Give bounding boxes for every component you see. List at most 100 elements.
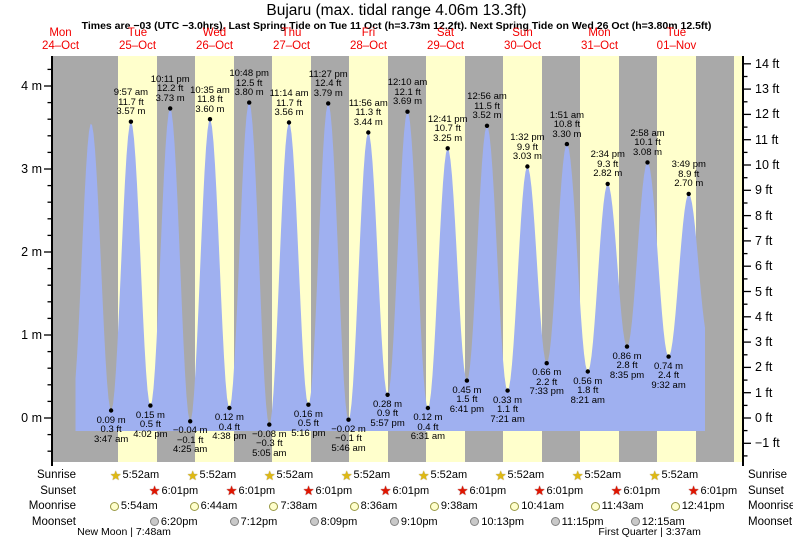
right-axis-tick-label: 10 ft: [755, 158, 780, 172]
moonset-circle-icon: [470, 517, 480, 526]
sunrise-item: ★ 5:52am: [495, 468, 544, 482]
tide-point-dot: [306, 402, 311, 407]
moonset-item: 10:13pm: [470, 515, 524, 529]
moon-phase-label: New Moon | 7:48am: [77, 526, 171, 538]
moonrise-item: 6:44am: [189, 499, 237, 513]
day-date: 27–Oct: [272, 39, 311, 52]
right-axis-tick-label: 0 ft: [755, 411, 773, 425]
sunset-item: ★ 6:01pm: [688, 484, 737, 498]
moonset-time: 10:13pm: [481, 515, 525, 528]
moonrise-circle-icon: [269, 501, 279, 511]
moonset-time: 12:15am: [641, 515, 685, 528]
tide-point-dot: [346, 417, 351, 422]
tide-point-dot: [366, 130, 371, 135]
moonset-time: 7:12pm: [240, 515, 278, 528]
left-axis-tick-label: 1 m: [21, 328, 42, 342]
tide-point-dot: [564, 141, 570, 147]
day-label: Sat 29–Oct: [407, 27, 484, 52]
low-tide-label: 0.74 m 2.4 ft 9:32 am: [651, 360, 686, 391]
day-date: 26–Oct: [195, 39, 234, 52]
sunrise-star-icon: ★: [263, 467, 276, 483]
astro-row-label-sunset: Sunset: [748, 484, 784, 497]
low-tide-label: −0.04 m −0.1 ft 4:25 am: [172, 425, 208, 456]
sunset-time: 6:01pm: [546, 484, 584, 497]
sunrise-star-icon: ★: [186, 467, 199, 483]
low-tide-label: 0.86 m 2.8 ft 8:35 pm: [609, 350, 645, 381]
moonrise-item: 12:41pm: [670, 499, 725, 513]
astro-row-label-moonset: Moonset: [31, 515, 76, 528]
low-tide-label: 0.16 m 0.5 ft 5:16 pm: [291, 408, 326, 439]
sunrise-item: ★ 5:52am: [649, 468, 698, 482]
right-axis-tick-label: 2 ft: [755, 360, 773, 375]
high-tide-label: 2:58 am 10.1 ft 3.08 m: [630, 127, 665, 158]
tide-point-dot: [128, 119, 134, 124]
high-tide-label: 3:49 pm 8.9 ft 2.70 m: [671, 159, 706, 190]
moonrise-time: 9:38am: [440, 500, 478, 512]
sunrise-star-icon: ★: [340, 467, 353, 483]
low-tide-label: −0.02 m −0.1 ft 5:46 am: [331, 423, 366, 454]
moonset-circle-icon: [389, 517, 399, 526]
astro-row-label-sunrise: Sunrise: [37, 469, 76, 481]
sunset-time: 6:01pm: [469, 484, 507, 497]
moonrise-time: 8:36am: [360, 500, 398, 512]
low-tide-label: 0.09 m 0.3 ft 3:47 am: [93, 414, 129, 445]
sunrise-time: 5:52am: [661, 469, 699, 481]
moonrise-circle-icon: [189, 501, 199, 511]
sunrise-star-icon: ★: [417, 467, 430, 483]
low-tide-label: 0.56 m 1.8 ft 8:21 am: [570, 375, 605, 406]
astro-row-label-moonrise: Moonrise: [28, 500, 76, 512]
high-tide-label: 11:27 pm 12.4 ft 3.79 m: [308, 68, 348, 99]
moonset-time: 8:09pm: [320, 515, 358, 528]
day-name: Sun: [512, 27, 533, 39]
sunset-time: 6:01pm: [700, 484, 738, 497]
right-axis-tick-label: 13 ft: [755, 82, 780, 97]
day-date: 24–Oct: [41, 39, 80, 52]
day-date: 01–Nov: [656, 39, 697, 52]
day-name: Tue: [666, 27, 687, 39]
sunset-star-icon: ★: [225, 483, 238, 498]
moonrise-item: 11:43am: [590, 499, 644, 513]
sunset-time: 6:01pm: [392, 484, 430, 497]
moonset-time: 11:15pm: [561, 515, 604, 528]
tide-point-dot: [666, 354, 671, 359]
tide-point-dot: [585, 369, 590, 374]
sunset-item: ★ 6:01pm: [457, 484, 506, 498]
right-axis-tick-label: −1 ft: [755, 436, 780, 451]
moon-phase-label: First Quarter | 3:37am: [598, 526, 701, 538]
sunrise-item: ★ 5:52am: [187, 468, 236, 482]
low-tide-label: 0.12 m 0.4 ft 6:31 am: [410, 412, 446, 443]
astro-row-label-sunrise: Sunrise: [748, 469, 787, 481]
moonrise-circle-icon: [109, 501, 119, 511]
day-label: Wed 26–Oct: [176, 27, 253, 52]
moonrise-item: 5:54am: [109, 499, 158, 513]
low-tide-label: 0.15 m 0.5 ft 4:02 pm: [133, 409, 168, 440]
left-axis-tick-label: 4 m: [21, 79, 42, 93]
day-label: Thu 27–Oct: [253, 27, 330, 52]
astro-row-label-moonset: Moonset: [748, 515, 793, 528]
sunrise-item: ★ 5:52am: [341, 468, 390, 482]
moonset-circle-icon: [550, 517, 560, 526]
low-tide-label: 0.66 m 2.2 ft 7:33 pm: [529, 367, 564, 398]
sunset-item: ★ 6:01pm: [534, 484, 583, 498]
tide-point-dot: [605, 181, 610, 187]
sunset-star-icon: ★: [302, 483, 315, 498]
moonrise-time: 5:54am: [120, 500, 158, 512]
right-axis-tick-label: 3 ft: [755, 335, 773, 350]
moonset-item: 8:09pm: [309, 515, 358, 529]
right-axis-tick-label: 12 ft: [755, 107, 780, 122]
tide-point-dot: [168, 106, 173, 111]
moonrise-item: 7:38am: [269, 499, 317, 513]
sunset-item: ★ 6:01pm: [226, 484, 275, 498]
sunset-item: ★ 6:01pm: [611, 484, 660, 498]
high-tide-label: 2:34 pm 9.3 ft 2.82 m: [590, 149, 625, 180]
sunset-item: ★ 6:01pm: [380, 484, 429, 498]
sunrise-star-icon: ★: [571, 467, 584, 483]
day-name: Thu: [281, 27, 302, 39]
day-label: Tue 25–Oct: [99, 27, 176, 52]
high-tide-label: 12:10 am 12.1 ft 3.69 m: [387, 77, 428, 108]
low-tide-label: 0.12 m 0.4 ft 4:38 pm: [212, 412, 247, 443]
high-tide-label: 9:57 am 11.7 ft 3.57 m: [113, 87, 149, 118]
day-name: Mon: [49, 27, 72, 39]
chart-subtitle: Times are −03 (UTC −3.0hrs). Last Spring…: [81, 20, 712, 32]
